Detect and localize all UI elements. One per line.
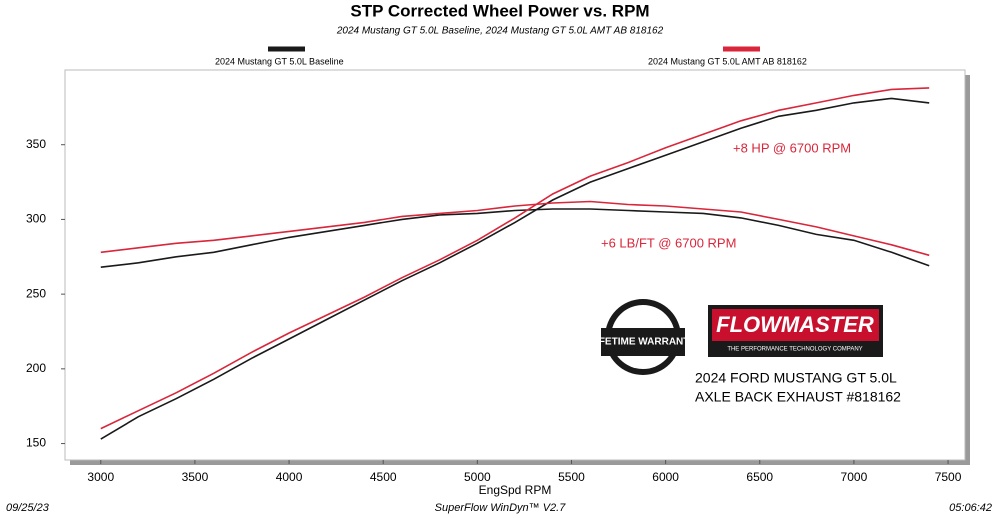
annotation: +6 LB/FT @ 6700 RPM	[601, 235, 736, 250]
legend-label: 2024 Mustang GT 5.0L Baseline	[215, 56, 344, 66]
torque-line	[100, 200, 930, 257]
legend-label: 2024 Mustang GT 5.0L AMT AB 818162	[648, 56, 807, 66]
x-tick-label: 6000	[652, 470, 679, 484]
footer-software: SuperFlow WinDyn™ V2.7	[435, 502, 567, 514]
x-tick-label: 7500	[935, 470, 962, 484]
y-tick-label: 300	[26, 212, 46, 226]
brand-logo: FLOWMASTER THE PERFORMANCE TECHNOLOGY CO…	[708, 305, 883, 357]
warranty-text: LIFETIME WARRANTY	[590, 337, 696, 348]
power-line	[100, 87, 930, 430]
x-tick-label: 5500	[558, 470, 585, 484]
annotation: +8 HP @ 6700 RPM	[733, 140, 851, 155]
caption-line: AXLE BACK EXHAUST #818162	[695, 389, 901, 405]
x-tick-label: 4000	[276, 470, 303, 484]
x-tick-label: 7000	[841, 470, 868, 484]
x-axis-label: EngSpd RPM	[479, 483, 552, 497]
chart-subtitle: 2024 Mustang GT 5.0L Baseline, 2024 Must…	[336, 26, 664, 37]
torque-line	[100, 208, 930, 268]
brand-name: FLOWMASTER	[716, 312, 874, 337]
warranty-logo: LIFETIME WARRANTY	[590, 299, 696, 375]
brand-tagline: THE PERFORMANCE TECHNOLOGY COMPANY	[727, 347, 862, 353]
y-tick-label: 200	[26, 361, 46, 375]
plot-area	[64, 69, 966, 461]
footer-time: 05:06:42	[949, 502, 992, 514]
x-tick-label: 6500	[746, 470, 773, 484]
caption-line: 2024 FORD MUSTANG GT 5.0L	[695, 370, 897, 386]
x-tick-label: 3000	[87, 470, 114, 484]
x-tick-label: 5000	[464, 470, 491, 484]
footer-date: 09/25/23	[6, 502, 50, 514]
x-tick-label: 3500	[182, 470, 209, 484]
y-tick-label: 150	[26, 436, 46, 450]
y-tick-label: 350	[26, 137, 46, 151]
chart-title: STP Corrected Wheel Power vs. RPM	[350, 1, 649, 20]
y-tick-label: 250	[26, 286, 46, 300]
x-tick-label: 4500	[370, 470, 397, 484]
power-line	[100, 97, 930, 440]
